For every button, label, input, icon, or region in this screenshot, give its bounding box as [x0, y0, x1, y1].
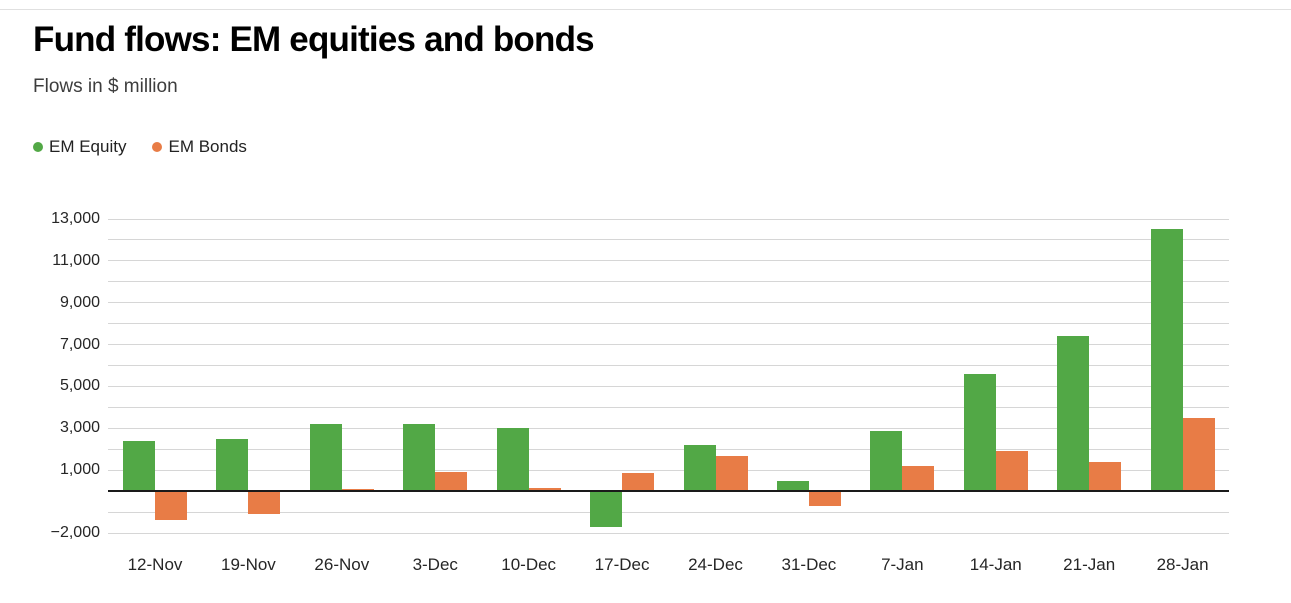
- y-tick-label-7-000: 7,000: [59, 335, 100, 353]
- bar-em-equity-19-nov: [216, 438, 249, 492]
- zero-axis-line: [108, 490, 1229, 493]
- x-tick-label-7-jan: 7-Jan: [881, 555, 924, 574]
- bar-em-equity-17-dec: [590, 491, 623, 527]
- gridline: [108, 385, 1229, 387]
- bar-em-bonds-28-jan: [1182, 417, 1215, 492]
- bar-em-bonds-19-nov: [248, 491, 281, 515]
- y-tick-label-5-000: 5,000: [59, 377, 100, 395]
- y-tick-label-13-000: 13,000: [51, 210, 100, 227]
- bar-em-bonds-14-jan: [995, 451, 1028, 492]
- bar-em-equity-10-dec: [496, 428, 529, 492]
- gridline: [108, 260, 1229, 262]
- legend-item-em-bonds: EM Bonds: [152, 137, 247, 157]
- bar-em-bonds-7-jan: [902, 466, 935, 492]
- x-tick-label-28-jan: 28-Jan: [1156, 555, 1209, 574]
- bar-em-equity-12-nov: [123, 440, 155, 492]
- bar-em-equity-24-dec: [683, 445, 716, 492]
- gridline: [108, 323, 1229, 325]
- x-tick-label-10-dec: 10-Dec: [501, 555, 557, 574]
- bar-em-equity-26-nov: [309, 424, 342, 492]
- y-tick-label--2-000: −2,000: [50, 524, 100, 541]
- bar-em-bonds-17-dec: [622, 473, 655, 492]
- bar-em-bonds-12-nov: [155, 491, 187, 521]
- legend-label-em-equity: EM Equity: [49, 137, 127, 156]
- y-tick-label-1-000: 1,000: [59, 461, 100, 479]
- legend: EM Equity EM Bonds: [33, 137, 247, 157]
- em-equity-dot-icon: [33, 142, 43, 152]
- bar-em-equity-21-jan: [1057, 336, 1090, 492]
- bar-em-bonds-10-dec: [528, 487, 561, 492]
- bar-em-bonds-31-dec: [808, 491, 841, 506]
- x-tick-label-3-dec: 3-Dec: [412, 555, 458, 574]
- bar-em-bonds-26-nov: [341, 489, 374, 492]
- bar-em-equity-7-jan: [870, 431, 903, 492]
- gridline: [108, 344, 1229, 346]
- x-tick-label-17-dec: 17-Dec: [594, 555, 650, 574]
- bar-em-equity-31-dec: [776, 480, 809, 492]
- gridline: [108, 406, 1229, 408]
- gridline: [108, 448, 1229, 450]
- x-tick-label-21-jan: 21-Jan: [1063, 555, 1116, 574]
- em-bonds-dot-icon: [152, 142, 163, 152]
- x-tick-label-26-nov: 26-Nov: [314, 555, 370, 574]
- y-axis-labels: 13,000 11,000 9,000 7,000 5,000 3,000 1,000 −2,…: [0, 210, 100, 541]
- x-tick-label-19-nov: 19-Nov: [221, 555, 276, 574]
- x-tick-label-12-nov: 12-Nov: [127, 555, 183, 574]
- gridline: [108, 469, 1229, 471]
- gridline: [108, 365, 1229, 367]
- bar-em-bonds-24-dec: [715, 455, 748, 492]
- x-tick-label-14-jan: 14-Jan: [969, 555, 1022, 574]
- bar-em-equity-3-dec: [403, 424, 436, 492]
- gridline: [108, 511, 1229, 513]
- y-tick-label-3-000: 3,000: [59, 419, 100, 437]
- plot-area: [108, 218, 1229, 534]
- y-tick-label-11-000: 11,000: [52, 251, 100, 269]
- chart-title: Fund flows: EM equities and bonds: [33, 20, 595, 59]
- gridline: [108, 281, 1229, 283]
- bar-em-equity-28-jan: [1150, 229, 1183, 492]
- x-tick-label-31-dec: 31-Dec: [781, 555, 837, 574]
- gridline: [108, 427, 1229, 429]
- legend-label-em-bonds: EM Bonds: [168, 137, 247, 156]
- y-tick-label-9-000: 9,000: [59, 293, 100, 311]
- bar-em-bonds-21-jan: [1089, 461, 1122, 492]
- chart-subtitle: Flows in $ million: [33, 76, 178, 97]
- top-divider: [0, 9, 1291, 10]
- legend-item-em-equity: EM Equity: [33, 137, 126, 157]
- bar-em-equity-14-jan: [963, 373, 996, 492]
- gridline: [108, 218, 1229, 220]
- x-axis-labels: 12-Nov 19-Nov 26-Nov 3-Dec 10-Dec 17-Dec 24-De…: [108, 555, 1229, 579]
- gridline: [108, 302, 1229, 304]
- gridline: [108, 532, 1229, 534]
- x-tick-label-24-dec: 24-Dec: [688, 555, 743, 574]
- bar-em-bonds-3-dec: [435, 472, 468, 492]
- gridline: [108, 239, 1229, 241]
